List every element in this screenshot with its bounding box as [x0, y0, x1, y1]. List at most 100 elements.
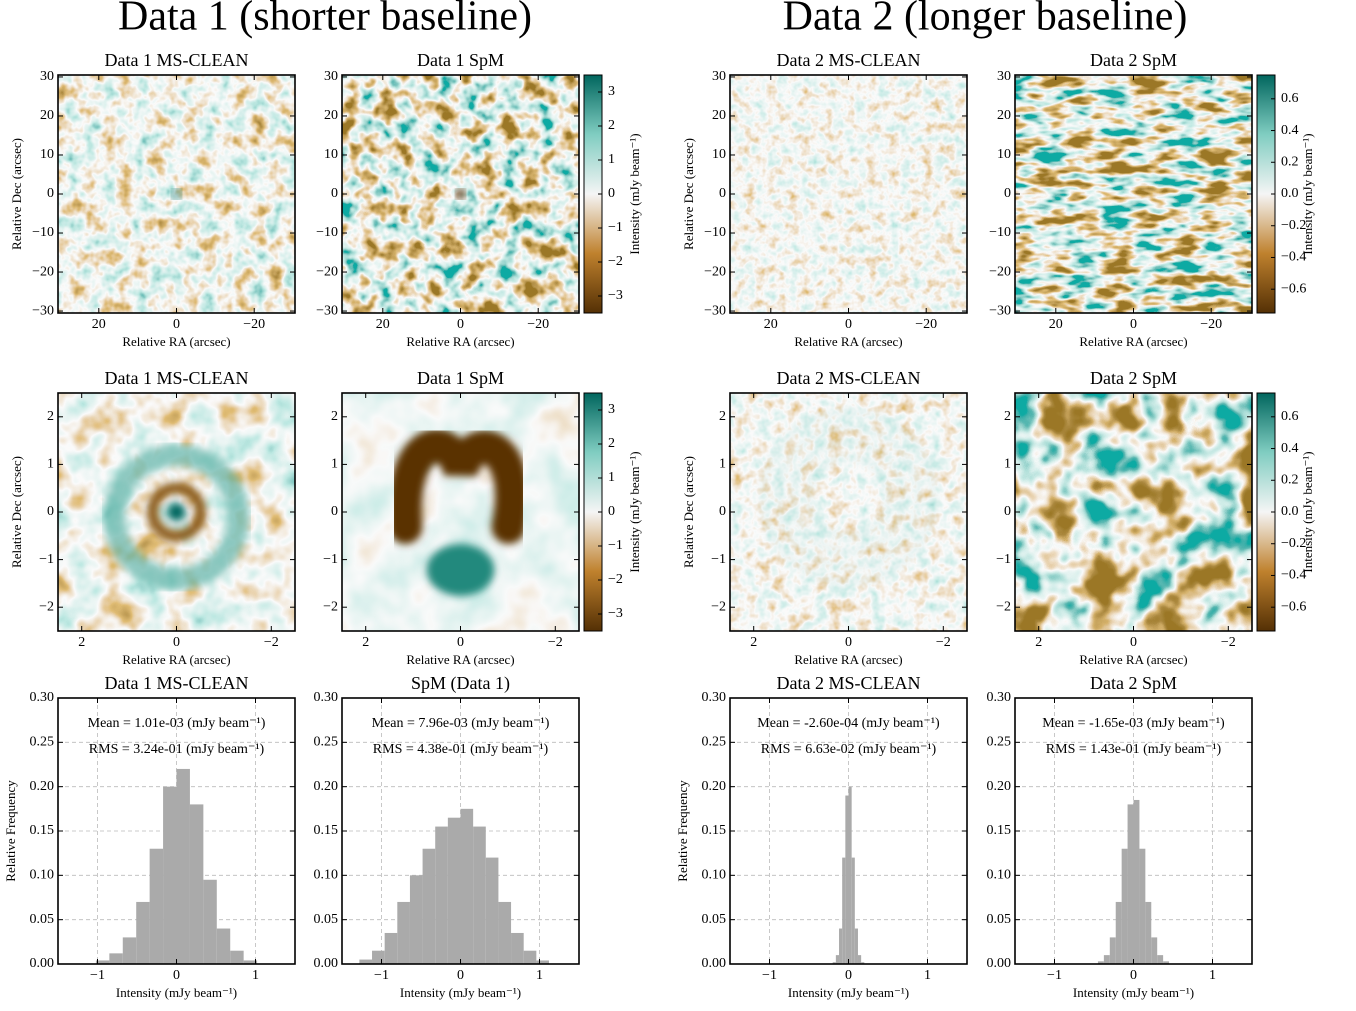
x-axis-label: Relative RA (arcsec) — [122, 334, 230, 349]
y-tick-label: 0.15 — [314, 823, 339, 838]
y-tick-label: −30 — [704, 303, 726, 318]
y-tick-label: 0 — [719, 186, 726, 201]
x-tick-label: 20 — [92, 317, 106, 332]
y-tick-label: 0.10 — [987, 868, 1012, 883]
y-tick-label: 20 — [712, 108, 726, 123]
colorbar-tick-label: 0 — [608, 186, 615, 201]
y-tick-label: 0.25 — [314, 735, 339, 750]
colorbar-tick-label: −0.2 — [1281, 218, 1306, 233]
x-tick-label: 0 — [457, 635, 464, 650]
histogram-bar — [435, 826, 448, 964]
colorbar-tick-label: 3 — [608, 402, 615, 417]
y-tick-label: 0.05 — [30, 912, 55, 927]
histogram-bar — [848, 786, 852, 964]
y-axis-label: Relative Dec (arcsec) — [681, 138, 696, 250]
panel-title: Data 1 SpM — [417, 50, 504, 70]
x-tick-label: 2 — [750, 635, 757, 650]
y-tick-label: −2 — [996, 599, 1011, 614]
y-tick-label: 0.30 — [314, 690, 339, 705]
y-tick-label: 0.00 — [314, 956, 339, 971]
y-tick-label: 10 — [997, 147, 1011, 162]
axes-frame — [57, 392, 296, 632]
image-texture — [730, 393, 967, 631]
axes-frame — [341, 74, 580, 314]
group-heading: Data 1 (shorter baseline) — [118, 0, 532, 40]
y-tick-label: −10 — [989, 225, 1011, 240]
histogram-bar — [409, 875, 423, 964]
histogram-bar — [216, 928, 231, 964]
colorbar-tick-label: 1 — [608, 152, 615, 167]
y-tick-label: 0.30 — [702, 690, 727, 705]
colorbar-label: Intensity (mJy beam⁻¹) — [1300, 133, 1315, 254]
colorbar-tick-label: −3 — [608, 606, 623, 621]
histogram-bar — [1151, 937, 1158, 964]
core — [167, 503, 186, 521]
x-tick-label: 0 — [457, 317, 464, 332]
colorbar-label: Intensity (mJy beam⁻¹) — [1300, 451, 1315, 572]
y-axis-label: Relative Dec (arcsec) — [681, 456, 696, 568]
histogram-bar — [1157, 955, 1164, 964]
colorbar-tick-label: 0.0 — [1281, 504, 1299, 519]
y-tick-label: 0.00 — [30, 956, 55, 971]
y-axis-label: Relative Frequency — [675, 780, 690, 882]
panel-title: Data 2 SpM — [1090, 50, 1177, 70]
histogram-bar — [230, 950, 244, 964]
y-tick-label: 0.00 — [702, 956, 727, 971]
histogram-bar — [189, 804, 204, 964]
y-tick-label: −10 — [316, 225, 338, 240]
histogram-bar — [473, 826, 486, 964]
colorbar-label: Intensity (mJy beam⁻¹) — [627, 451, 642, 572]
y-tick-label: −30 — [316, 303, 338, 318]
histogram-bar — [122, 937, 137, 964]
colorbar-tick-label: 0.0 — [1281, 186, 1299, 201]
annotation: Mean = 1.01e-03 (mJy beam⁻¹) — [88, 716, 266, 731]
y-tick-label: 0 — [1004, 504, 1011, 519]
y-tick-label: 20 — [997, 108, 1011, 123]
x-tick-label: −20 — [915, 317, 937, 332]
y-tick-label: 30 — [712, 69, 726, 84]
annotation: Mean = 7.96e-03 (mJy beam⁻¹) — [372, 716, 550, 731]
histogram-bar — [854, 928, 858, 964]
y-tick-label: 0.15 — [987, 823, 1012, 838]
histogram-bar — [397, 901, 410, 964]
y-tick-label: −20 — [32, 264, 54, 279]
histogram-bar — [498, 901, 512, 964]
x-tick-label: 1 — [536, 968, 543, 983]
x-axis-label: Relative RA (arcsec) — [794, 652, 902, 667]
image-features — [387, 429, 529, 596]
x-tick-label: 0 — [845, 317, 852, 332]
histogram-bar — [1145, 901, 1152, 964]
axes-frame — [729, 697, 968, 965]
colorbar-tick-label: 1 — [608, 470, 615, 485]
y-tick-label: 0.25 — [30, 735, 55, 750]
axes-frame — [341, 392, 580, 632]
y-tick-label: −1 — [711, 552, 726, 567]
y-tick-label: −10 — [704, 225, 726, 240]
histogram-bar — [1097, 961, 1104, 964]
y-tick-label: −1 — [39, 552, 54, 567]
y-tick-label: 0 — [719, 504, 726, 519]
axes-frame — [1014, 697, 1253, 965]
y-axis-label: Relative Frequency — [3, 780, 18, 882]
histogram-bar — [359, 959, 373, 964]
histogram-bar — [832, 962, 836, 964]
histogram-bar — [372, 950, 385, 964]
histogram-bar — [422, 848, 436, 964]
image-features — [170, 187, 183, 201]
colorbar-tick-label: −0.4 — [1281, 250, 1306, 265]
histogram-bar — [460, 808, 474, 964]
histogram-bar — [861, 962, 865, 964]
axes-frame — [729, 392, 968, 632]
y-tick-label: 2 — [1004, 409, 1011, 424]
y-tick-label: 0 — [331, 504, 338, 519]
y-tick-label: 0.10 — [30, 868, 55, 883]
y-tick-label: 0 — [47, 504, 54, 519]
x-tick-label: −2 — [548, 635, 563, 650]
y-tick-label: −2 — [39, 599, 54, 614]
axes-frame — [57, 74, 296, 314]
x-axis-label: Intensity (mJy beam⁻¹) — [400, 985, 521, 1000]
x-tick-label: 1 — [1209, 968, 1216, 983]
x-tick-label: 0 — [1130, 635, 1137, 650]
y-tick-label: 0 — [331, 186, 338, 201]
x-tick-label: −1 — [90, 968, 105, 983]
